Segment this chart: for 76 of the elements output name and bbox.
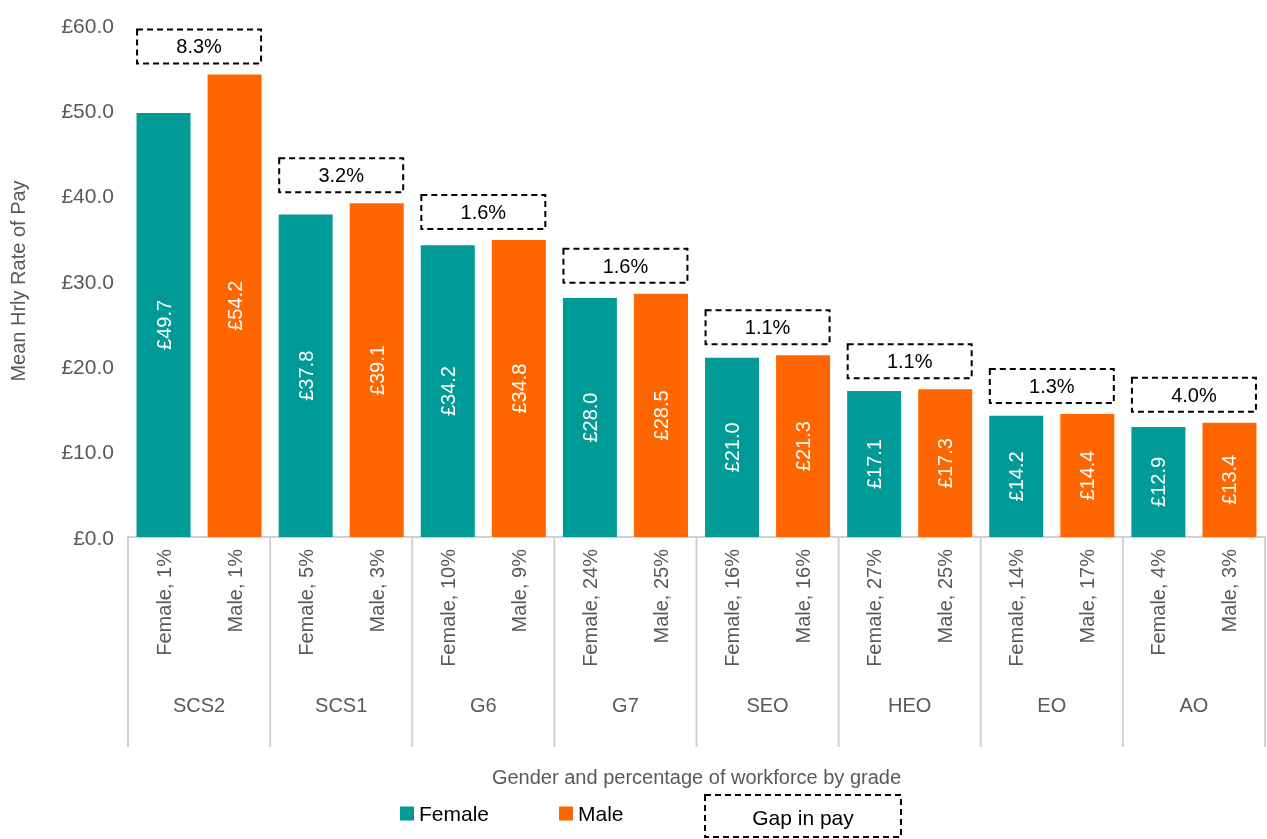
bar	[207, 74, 262, 537]
annotation: 1.1%	[886, 350, 933, 373]
y-tick-label: £0.0	[73, 525, 114, 549]
x-tick-label: Male, 25%	[649, 548, 672, 644]
annotation: 3.2%	[318, 164, 365, 187]
bar	[1060, 414, 1115, 537]
text: AO	[1179, 694, 1209, 716]
bar	[562, 298, 617, 537]
bar	[1202, 422, 1257, 537]
x-tick-label: Male, 3%	[1218, 548, 1241, 633]
text: G6	[469, 694, 497, 716]
bar	[633, 293, 688, 537]
data-label: £21.3	[792, 421, 815, 472]
bar	[1131, 426, 1186, 537]
x-tick-label: Female, 16%	[721, 548, 744, 667]
annotation: 8.3%	[176, 35, 223, 58]
y-tick-label: £60.0	[61, 13, 114, 37]
x-tick-label: Female, 24%	[578, 548, 601, 667]
x-tick-label: Female, 10%	[436, 548, 459, 667]
x-tick-label: Male, 17%	[1076, 548, 1099, 644]
bar	[420, 245, 475, 537]
y-tick-label: £20.0	[61, 354, 114, 378]
bar	[705, 357, 760, 537]
data-label: £14.4	[1076, 450, 1099, 501]
x-axis-title: Gender and percentage of workforce by grade	[491, 766, 902, 788]
data-label: £17.3	[934, 438, 957, 489]
data-label: £21.0	[721, 422, 744, 473]
text: Gap in pay	[752, 805, 855, 829]
data-label: £28.0	[578, 392, 601, 443]
text: SEO	[746, 694, 789, 716]
data-label: £39.1	[365, 345, 388, 396]
text: EO	[1037, 694, 1067, 716]
data-label: £12.9	[1147, 456, 1170, 507]
text: HEO	[888, 694, 932, 716]
x-tick-label: Female, 1%	[152, 548, 175, 656]
x-tick-label: Female, 5%	[294, 548, 317, 656]
bar	[136, 112, 191, 537]
bar	[918, 389, 973, 537]
legend-label: Male	[578, 802, 624, 825]
data-label: £28.5	[649, 390, 672, 441]
x-tick-label: Male, 16%	[792, 548, 815, 644]
bar	[349, 203, 404, 537]
annotation: 1.1%	[744, 316, 791, 339]
x-tick-label: Female, 27%	[863, 548, 886, 667]
bar	[278, 214, 333, 537]
bar	[776, 355, 831, 537]
text: G7	[612, 694, 639, 716]
data-label: £49.7	[152, 299, 175, 350]
x-tick-label: Male, 9%	[507, 548, 530, 633]
y-axis-title: Mean Hrly Rate of Pay	[7, 180, 29, 382]
x-tick-label: Male, 25%	[934, 548, 957, 644]
data-label: £37.8	[294, 350, 317, 401]
text: SCS2	[172, 694, 226, 716]
data-label: £13.4	[1218, 454, 1241, 505]
data-label: £34.8	[507, 363, 530, 414]
y-tick-label: £40.0	[61, 184, 114, 208]
x-tick-label: Female, 4%	[1147, 548, 1170, 656]
text: SCS1	[315, 694, 368, 716]
annotation: 4.0%	[1171, 383, 1217, 406]
x-tick-label: Male, 1%	[223, 548, 246, 633]
annotation: 1.3%	[1029, 375, 1075, 398]
legend-label: Female	[419, 802, 490, 825]
bar	[847, 391, 902, 537]
y-tick-label: £30.0	[61, 269, 114, 293]
y-tick-label: £10.0	[61, 440, 114, 464]
annotation: 1.6%	[460, 201, 507, 224]
x-tick-label: Male, 3%	[365, 548, 388, 633]
data-label: £14.2	[1005, 451, 1028, 502]
bar	[491, 240, 546, 537]
bar	[989, 415, 1044, 537]
data-label: £54.2	[223, 280, 246, 331]
x-tick-label: Female, 14%	[1005, 548, 1028, 667]
y-tick-label: £50.0	[61, 98, 114, 122]
data-label: £34.2	[436, 366, 459, 417]
data-label: £17.1	[863, 439, 886, 490]
annotation: 1.6%	[602, 254, 649, 277]
